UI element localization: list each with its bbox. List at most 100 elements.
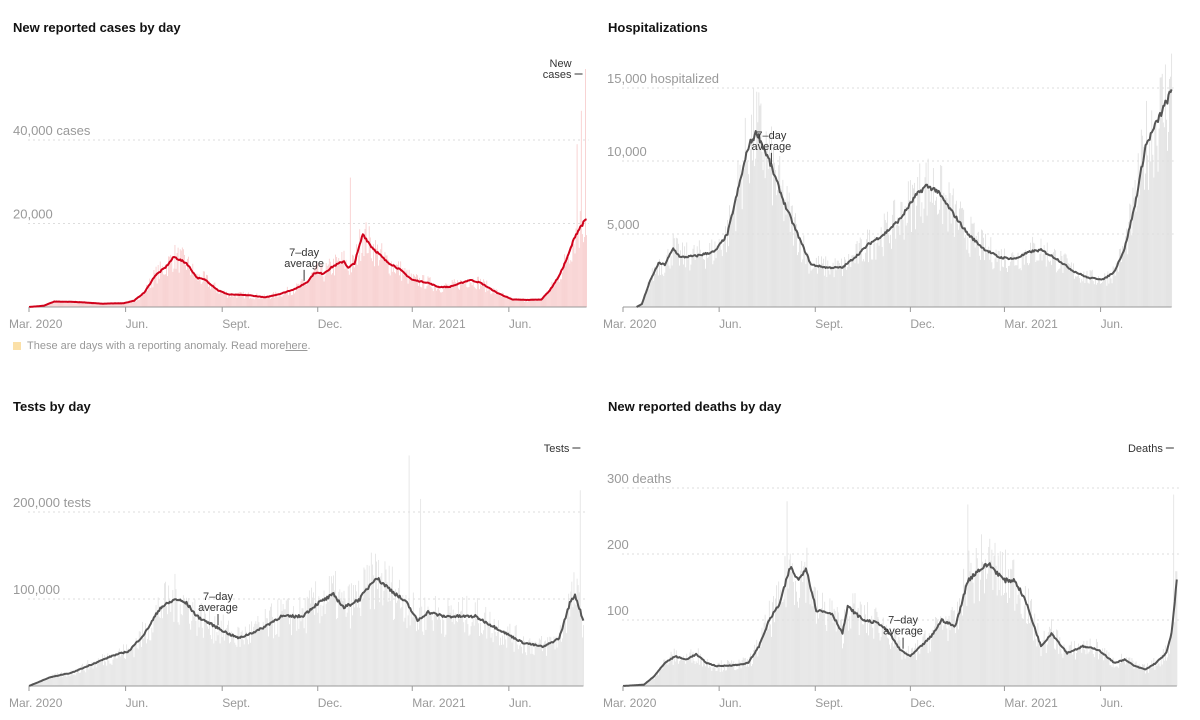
daily-bar [197,280,199,307]
daily-bar [800,570,802,686]
daily-bar [1069,645,1071,686]
daily-bar [879,239,881,307]
daily-bar [1009,597,1011,686]
daily-bar [1160,77,1162,307]
daily-bar [1056,629,1058,686]
daily-bar [767,628,769,686]
daily-bar [786,501,788,686]
daily-bar [145,293,146,307]
daily-bar [232,634,234,686]
daily-bar [1063,644,1065,686]
daily-bar [818,255,819,307]
daily-bar [251,621,252,686]
daily-bar [659,671,660,686]
daily-bar [871,259,873,307]
daily-bar [795,580,796,686]
daily-bar [1116,666,1118,686]
daily-bar [1061,256,1063,307]
daily-bar [879,640,881,686]
daily-bar [867,229,868,307]
daily-bar [959,208,960,307]
daily-bar [897,640,899,686]
daily-bar [86,663,88,686]
daily-bar [1117,667,1119,686]
daily-bar [708,256,710,307]
daily-bar [537,300,539,307]
daily-bar [688,658,690,686]
daily-bar [734,669,736,686]
daily-bar [658,275,659,307]
daily-bar [401,280,403,307]
daily-bar [795,213,796,307]
daily-bar [1034,613,1036,686]
daily-bar [1100,283,1101,307]
daily-bar [279,293,281,307]
daily-bar [1051,264,1052,307]
daily-bar [750,149,751,307]
daily-bar [934,205,935,307]
daily-bar [1062,272,1064,307]
daily-bar [386,582,388,686]
daily-bar [1077,276,1078,307]
daily-bar [1110,278,1112,307]
daily-bar [126,302,128,307]
daily-bar [349,628,351,686]
daily-bar [1174,622,1176,686]
daily-bar [261,298,263,307]
daily-bar [201,282,203,307]
daily-bar [300,621,302,686]
daily-bar [1013,255,1015,307]
daily-bar [1041,260,1043,307]
daily-bar [984,260,985,307]
y-tick-label: 200,000 tests [13,495,92,510]
daily-bar [1095,284,1097,307]
daily-bar [241,293,243,307]
daily-bar [741,660,743,686]
daily-bar [1090,271,1092,307]
daily-bar [1027,262,1028,307]
daily-bar [776,195,778,307]
daily-bar [497,294,499,307]
read-more-link[interactable]: here [285,340,308,352]
daily-bar [664,659,666,686]
daily-bar [687,659,689,686]
daily-bar [780,589,782,686]
daily-bar [837,612,839,686]
daily-bar [105,303,107,307]
daily-bar [427,606,429,686]
daily-bar [1065,648,1067,686]
daily-bar [1129,203,1131,307]
daily-bar [796,223,797,307]
daily-bar [872,627,874,686]
daily-bar [1156,145,1158,307]
daily-bar [459,618,460,686]
daily-bar [407,615,409,686]
daily-bar [916,205,918,307]
daily-bar [813,586,815,686]
daily-bar [1124,662,1125,686]
daily-bar [374,266,375,307]
daily-bar [1082,644,1084,686]
daily-bar [64,302,66,307]
daily-bar [425,288,427,307]
daily-bar [126,644,128,686]
daily-bar [214,616,216,686]
daily-bar [283,291,285,307]
daily-bar [721,671,723,686]
daily-bar [882,617,884,686]
daily-bar [924,177,926,307]
daily-bar [430,287,432,307]
daily-bar [1130,204,1132,307]
daily-bar [970,216,972,307]
daily-bar [363,567,365,686]
daily-bar [310,276,311,307]
chart-title-hospitalizations: Hospitalizations [608,20,708,35]
daily-bar [247,639,248,686]
daily-bar [902,645,904,686]
daily-bar [1017,594,1019,686]
daily-bar [1000,595,1002,686]
daily-bar [718,662,720,686]
daily-bar [343,250,345,307]
daily-bar [885,222,887,307]
